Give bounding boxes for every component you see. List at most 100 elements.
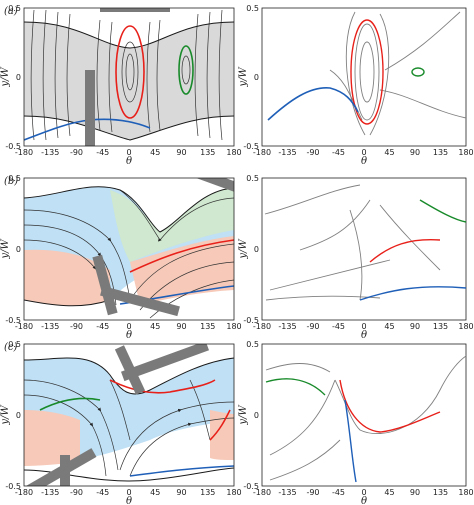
x-tick-label: 180	[226, 322, 241, 331]
x-tick-label: 45	[150, 488, 160, 497]
trajectories-c	[261, 343, 467, 487]
y-axis-label: y/W	[0, 239, 11, 260]
y-tick-label: 0.5	[246, 174, 259, 183]
x-tick-label: -45	[332, 488, 345, 497]
x-tick-label: 180	[458, 322, 473, 331]
y-axis-label: y/W	[0, 67, 11, 88]
x-axis-label: θ	[126, 156, 132, 167]
red-orbit-a	[115, 25, 145, 119]
x-tick-label: -90	[306, 488, 319, 497]
x-tick-label: -45	[96, 322, 109, 331]
y-tick-label: 0	[16, 73, 21, 82]
x-tick-label: 45	[384, 488, 394, 497]
x-axis-label: θ	[361, 330, 367, 341]
x-tick-label: 45	[384, 322, 394, 331]
x-tick-label: 135	[433, 322, 448, 331]
x-tick-label: 0	[361, 148, 366, 157]
x-tick-label: 0	[126, 322, 131, 331]
wall-a1	[100, 8, 170, 12]
y-axis-label: y/W	[238, 67, 249, 88]
x-tick-label: 90	[410, 148, 420, 157]
x-tick-label: -180	[253, 148, 271, 157]
x-axis-label: θ	[126, 330, 132, 341]
green-orbit-a	[178, 45, 194, 95]
y-tick-label: -0.5	[5, 142, 21, 151]
panel-b: (b)	[4, 176, 467, 321]
x-tick-label: -90	[70, 322, 83, 331]
y-axis-label: y/W	[238, 405, 249, 426]
x-tick-label: -180	[15, 488, 33, 497]
x-tick-label: 180	[458, 488, 473, 497]
panel-label-a: (a)	[4, 6, 18, 17]
y-tick-label: 0.5	[246, 340, 259, 349]
wall-a2	[85, 70, 95, 146]
x-tick-label: 0	[126, 488, 131, 497]
x-tick-label: -90	[70, 148, 83, 157]
x-tick-label: 0	[361, 322, 366, 331]
x-tick-label: 135	[433, 488, 448, 497]
x-tick-label: -45	[332, 148, 345, 157]
x-tick-label: 135	[200, 148, 215, 157]
y-tick-label: 0	[16, 245, 21, 254]
x-tick-label: 45	[150, 322, 160, 331]
phase-portrait-a	[24, 8, 234, 146]
trajectories-a	[261, 7, 467, 147]
x-tick-label: 90	[410, 322, 420, 331]
panel-label-b: (b)	[4, 176, 18, 187]
x-tick-label: 90	[176, 148, 186, 157]
y-tick-label: 0	[254, 411, 259, 420]
phase-portrait-c	[24, 344, 234, 486]
y-tick-label: 0	[254, 73, 259, 82]
x-tick-label: -135	[278, 148, 296, 157]
x-axis-label: θ	[126, 496, 132, 505]
x-tick-label: 0	[126, 148, 131, 157]
x-tick-label: 90	[176, 488, 186, 497]
phase-portrait-b	[24, 178, 234, 320]
x-axis-label: θ	[361, 496, 367, 505]
x-tick-label: -180	[15, 148, 33, 157]
x-axis-label: θ	[361, 156, 367, 167]
x-tick-label: 90	[176, 322, 186, 331]
x-tick-label: -45	[96, 148, 109, 157]
x-tick-label: -135	[41, 488, 59, 497]
y-tick-label: 0.5	[8, 4, 21, 13]
x-tick-label: -135	[278, 322, 296, 331]
panel-label-c: (c)	[4, 342, 18, 353]
x-tick-label: -45	[332, 322, 345, 331]
y-axis-label: y/W	[238, 239, 249, 260]
x-tick-label: 180	[458, 148, 473, 157]
y-tick-label: -0.5	[243, 482, 259, 491]
axes: -180 -135 -90 -45 0 45 90 135 180 0.5 0 -0.5 θ y/W -18…	[0, 4, 474, 505]
y-tick-label: 0	[254, 245, 259, 254]
x-tick-label: -135	[278, 488, 296, 497]
x-tick-label: 45	[384, 148, 394, 157]
x-tick-label: -135	[41, 322, 59, 331]
x-tick-label: 135	[200, 322, 215, 331]
y-tick-label: 0.5	[8, 340, 21, 349]
y-tick-label: -0.5	[5, 482, 21, 491]
y-tick-label: 0	[16, 411, 21, 420]
y-tick-label: -0.5	[243, 142, 259, 151]
x-tick-label: -180	[253, 322, 271, 331]
y-axis-label: y/W	[0, 405, 11, 426]
y-tick-label: -0.5	[243, 316, 259, 325]
streamlines-c	[24, 379, 234, 477]
x-tick-label: 180	[226, 148, 241, 157]
x-tick-label: 180	[226, 488, 241, 497]
streamlines-a	[30, 9, 223, 141]
trajectories-b	[261, 177, 467, 321]
x-tick-label: -90	[306, 148, 319, 157]
x-tick-label: 135	[200, 488, 215, 497]
x-tick-label: 45	[150, 148, 160, 157]
x-tick-label: 0	[361, 488, 366, 497]
x-tick-label: 90	[410, 488, 420, 497]
y-tick-label: 0.5	[8, 174, 21, 183]
x-tick-label: 135	[433, 148, 448, 157]
x-tick-label: -180	[253, 488, 271, 497]
x-tick-label: -135	[41, 148, 59, 157]
x-tick-label: -90	[306, 322, 319, 331]
x-tick-label: -45	[96, 488, 109, 497]
panel-a: (a)	[4, 6, 467, 147]
x-tick-label: -180	[15, 322, 33, 331]
